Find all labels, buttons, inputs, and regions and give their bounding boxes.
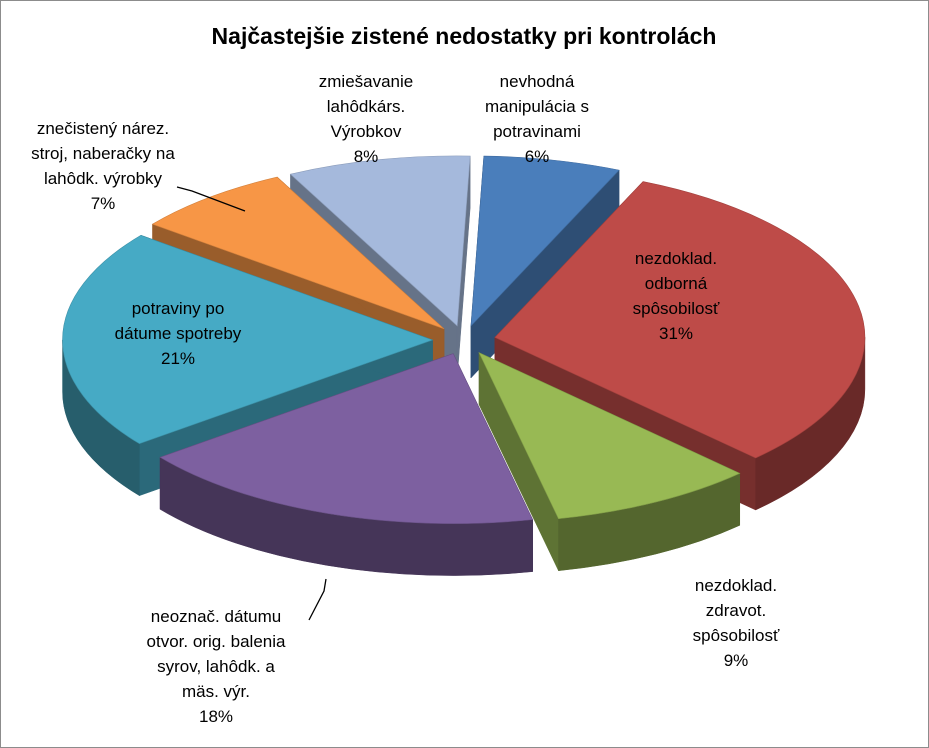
slice-label: nezdoklad. zdravot. spôsobilosť 9% [693, 576, 780, 670]
slice-label-line: otvor. orig. balenia [147, 632, 286, 651]
slice-label-line: nezdoklad. [635, 249, 717, 268]
slice-label-line: lahôdk. výrobky [44, 169, 163, 188]
leader-line [308, 578, 327, 621]
slice-label-line: zmiešavanie [319, 72, 414, 91]
slice-label-line: 8% [354, 147, 379, 166]
slice-label-line: spôsobilosť [633, 299, 720, 318]
slice-label-line: potravinami [493, 122, 581, 141]
slice-label: neoznač. dátumu otvor. orig. balenia syrov… [147, 607, 286, 726]
slice-label-line: potraviny po [132, 299, 225, 318]
slice-label-line: nezdoklad. [695, 576, 777, 595]
slice-label-line: lahôdkárs. [327, 97, 405, 116]
slice-label-line: zdravot. [706, 601, 766, 620]
slice-label-line: neoznač. dátumu [151, 607, 281, 626]
leader-lines [176, 186, 327, 621]
slice-label-line: nevhodná [500, 72, 575, 91]
slice-label-line: 6% [525, 147, 550, 166]
slice-labels: nevhodná manipulácia s potravinami 6% nezdok… [31, 72, 780, 726]
slice-label-line: 9% [724, 651, 749, 670]
slice-label-line: syrov, lahôdk. a [157, 657, 275, 676]
slice-label-line: znečistený nárez. [37, 119, 169, 138]
slice-label-line: 7% [91, 194, 116, 213]
pie-slice [478, 352, 741, 571]
leader-line [176, 186, 246, 212]
slice-label: zmiešavanie lahôdkárs. Výrobkov 8% [319, 72, 414, 166]
slice-label-line: odborná [645, 274, 708, 293]
slice-label: nezdoklad. odborná spôsobilosť 31% [633, 249, 720, 343]
slice-label-line: 21% [161, 349, 195, 368]
slice-label-line: 31% [659, 324, 693, 343]
slice-label: potraviny po dátume spotreby 21% [115, 299, 242, 368]
chart-title: Najčastejšie zistené nedostatky pri kont… [212, 23, 717, 49]
slice-label-line: dátume spotreby [115, 324, 242, 343]
slice-label: znečistený nárez. stroj, naberačky na lahô… [31, 119, 175, 213]
pie-slices [62, 155, 866, 576]
slice-label-line: 18% [199, 707, 233, 726]
slice-label-line: spôsobilosť [693, 626, 780, 645]
slice-label-line: Výrobkov [331, 122, 402, 141]
slice-label-line: mäs. výr. [182, 682, 250, 701]
pie-slice [159, 353, 534, 576]
slice-label-line: manipulácia s [485, 97, 589, 116]
slice-label: nevhodná manipulácia s potravinami 6% [485, 72, 589, 166]
slice-label-line: stroj, naberačky na [31, 144, 175, 163]
